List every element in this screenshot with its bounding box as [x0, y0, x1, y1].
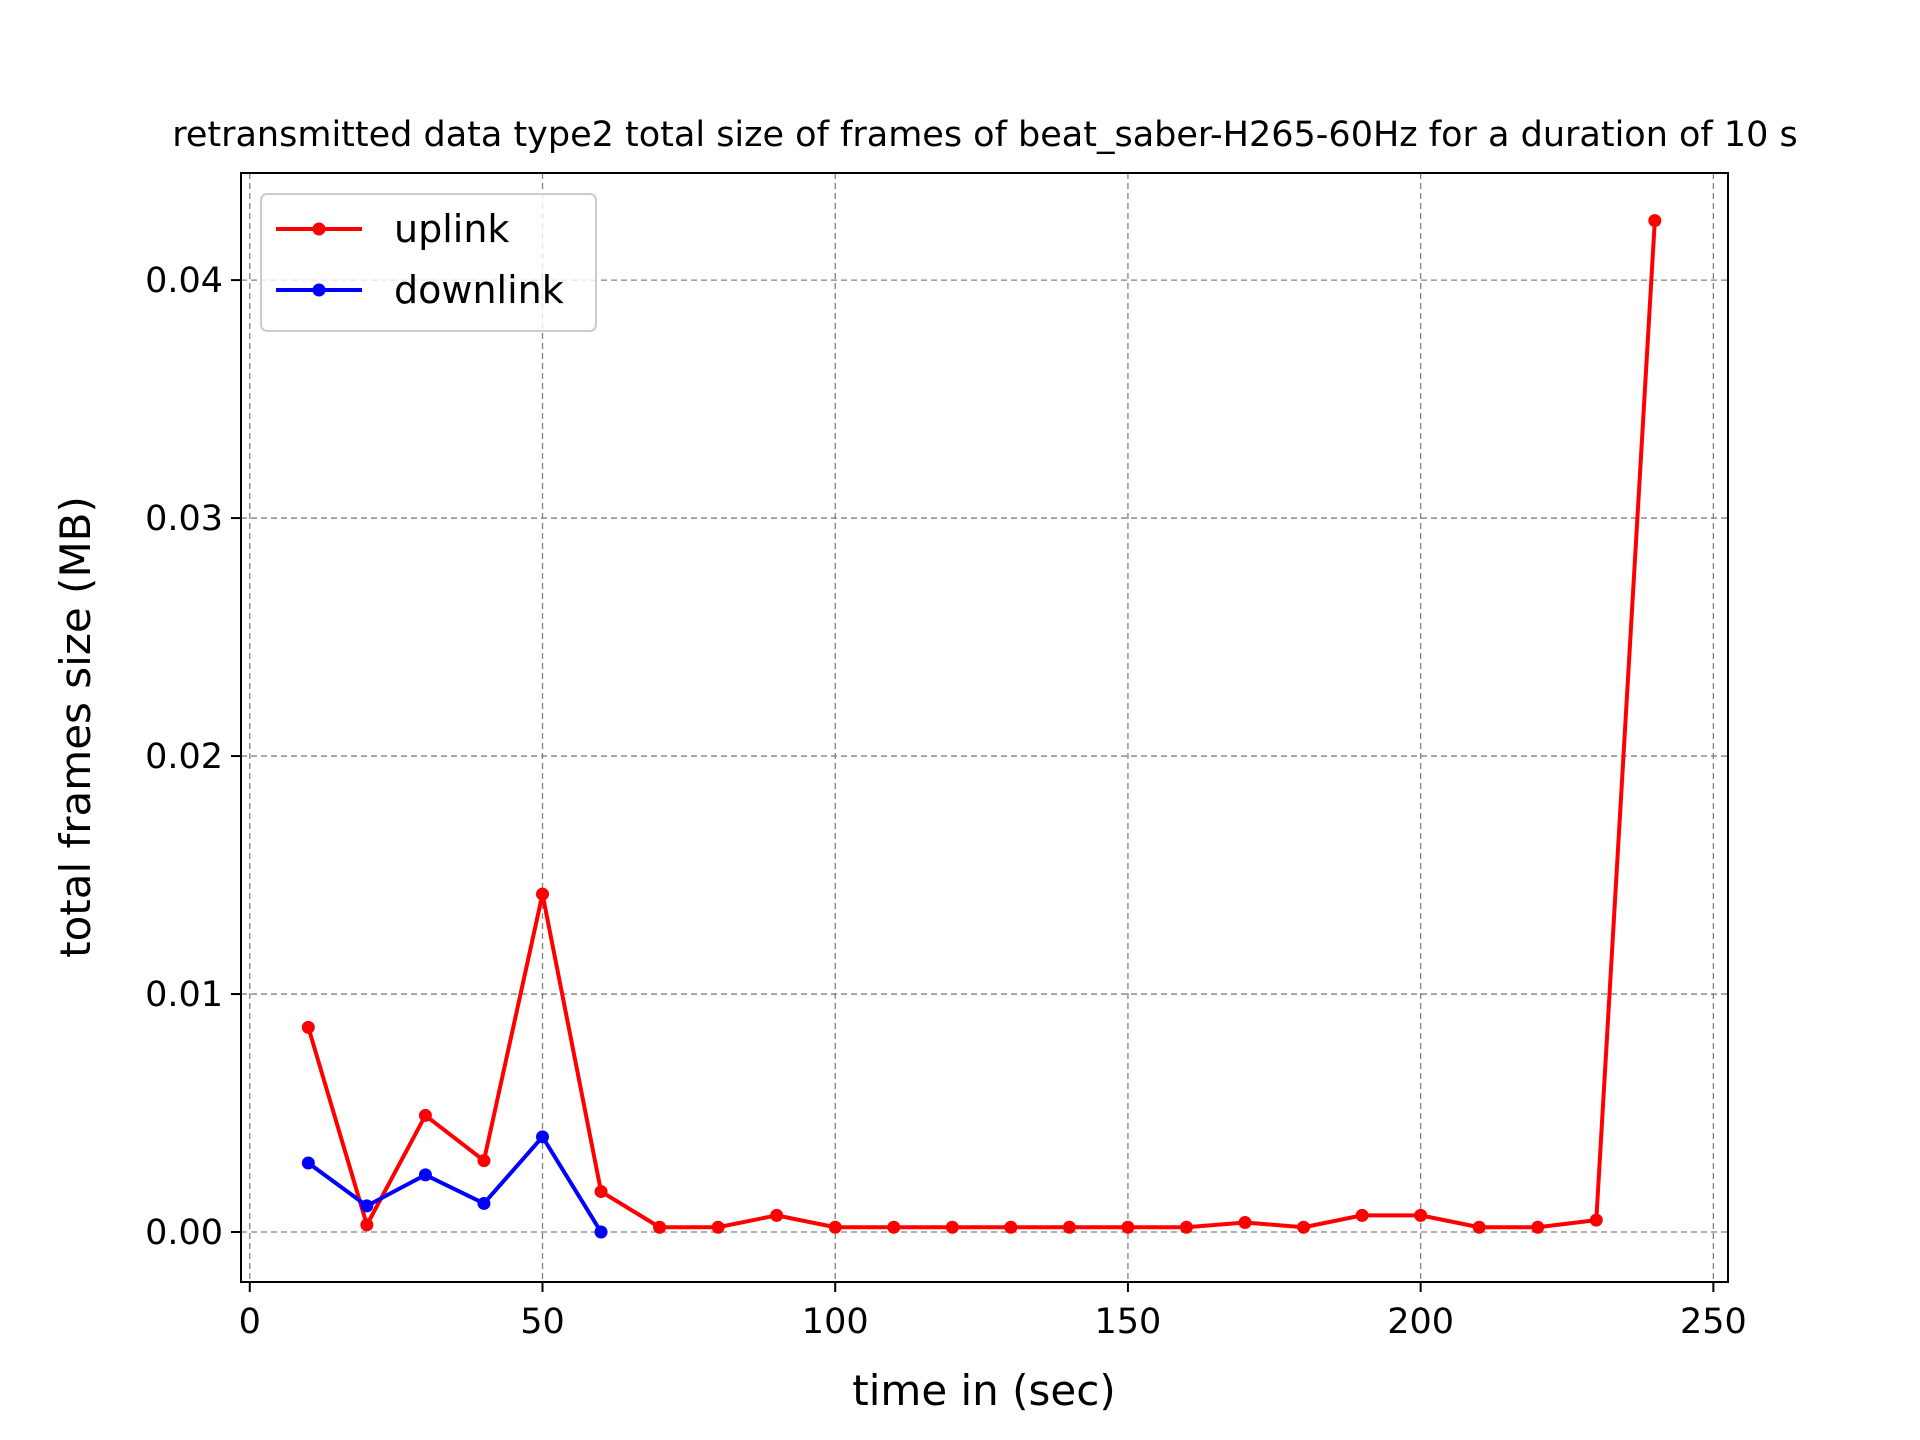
x-tick-label: 100 — [802, 1302, 869, 1342]
data-point-downlink — [418, 1168, 432, 1182]
data-point-uplink — [1297, 1220, 1311, 1234]
data-point-uplink — [594, 1185, 608, 1199]
data-point-uplink — [1589, 1213, 1603, 1227]
x-axis-label: time in (sec) — [852, 1366, 1115, 1415]
y-tick-label: 0.01 — [145, 975, 223, 1015]
data-point-uplink — [1648, 214, 1662, 228]
y-tick-label: 0.02 — [145, 737, 223, 777]
data-point-uplink — [1062, 1220, 1076, 1234]
data-point-uplink — [418, 1108, 432, 1122]
chart-title: retransmitted data type2 total size of f… — [172, 115, 1798, 155]
data-point-uplink — [711, 1220, 725, 1234]
plot-frame — [240, 172, 1729, 1283]
data-point-uplink — [1355, 1208, 1369, 1222]
legend-marker-downlink — [312, 283, 326, 297]
y-axis-label: total frames size (MB) — [51, 496, 100, 958]
x-tick-label: 250 — [1680, 1302, 1747, 1342]
legend-label-downlink: downlink — [394, 268, 564, 312]
series-line-downlink — [307, 1134, 603, 1234]
data-point-downlink — [477, 1196, 491, 1210]
data-point-uplink — [770, 1208, 784, 1222]
x-tick-label: 200 — [1387, 1302, 1454, 1342]
data-point-uplink — [828, 1220, 842, 1234]
data-point-uplink — [1179, 1220, 1193, 1234]
data-point-uplink — [477, 1154, 491, 1168]
data-point-uplink — [1004, 1220, 1018, 1234]
series-line-uplink — [306, 220, 1657, 1230]
grid — [241, 173, 1728, 1282]
y-axis: 0.00 0.01 0.02 0.03 0.04 — [145, 261, 241, 1253]
data-point-uplink — [653, 1220, 667, 1234]
data-point-uplink — [1414, 1208, 1428, 1222]
y-tick-label: 0.00 — [145, 1213, 223, 1253]
data-point-uplink — [360, 1218, 374, 1232]
legend-marker-uplink — [312, 222, 326, 236]
data-point-uplink — [301, 1020, 315, 1034]
data-point-uplink — [535, 887, 549, 901]
data-point-uplink — [945, 1220, 959, 1234]
x-tick-label: 0 — [239, 1302, 261, 1342]
data-point-uplink — [1472, 1220, 1486, 1234]
data-point-uplink — [1121, 1220, 1135, 1234]
legend: uplink downlink — [260, 193, 597, 332]
x-tick-label: 50 — [520, 1302, 565, 1342]
plot-lines — [301, 214, 1662, 1239]
legend-label-uplink: uplink — [394, 207, 509, 251]
y-tick-label: 0.03 — [145, 499, 223, 539]
data-point-downlink — [360, 1199, 374, 1213]
y-tick-label: 0.04 — [145, 261, 223, 301]
data-point-downlink — [301, 1156, 315, 1170]
data-point-downlink — [535, 1130, 549, 1144]
data-point-uplink — [1238, 1216, 1252, 1230]
data-point-downlink — [594, 1225, 608, 1239]
x-axis: 0 50 100 150 200 250 — [239, 1282, 1747, 1342]
x-tick-label: 150 — [1095, 1302, 1162, 1342]
data-point-uplink — [887, 1220, 901, 1234]
data-point-uplink — [1531, 1220, 1545, 1234]
